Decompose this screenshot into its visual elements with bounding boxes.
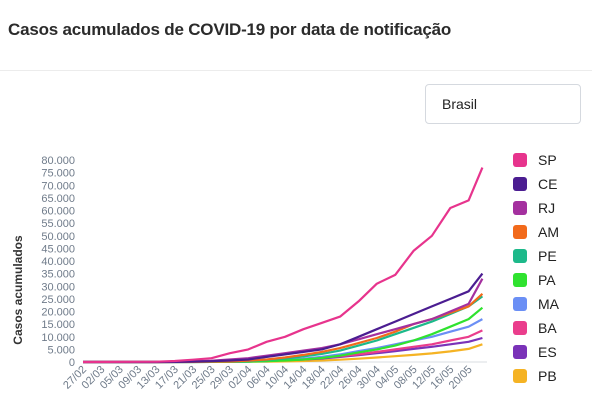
y-tick-label: 0 xyxy=(69,357,75,369)
y-axis-label: Casos acumulados xyxy=(11,235,25,345)
legend-label: AM xyxy=(538,224,559,240)
region-select-value: Brasil xyxy=(442,96,478,112)
series-lines xyxy=(82,167,484,364)
legend-swatch xyxy=(513,321,527,335)
y-tick-label: 60.000 xyxy=(41,206,75,218)
y-tick-label: 80.000 xyxy=(41,155,75,167)
y-tick-label: 20.000 xyxy=(41,307,75,319)
legend-label: PB xyxy=(538,368,557,384)
legend-item-am[interactable]: AM xyxy=(513,222,583,246)
header-divider xyxy=(0,70,592,71)
chart-legend: SP CE RJ AM PE PA MA BA ES PB xyxy=(513,150,583,390)
legend-swatch xyxy=(513,297,527,311)
y-tick-label: 10.000 xyxy=(41,332,75,344)
series-line-pe[interactable] xyxy=(83,295,484,364)
series-line-am[interactable] xyxy=(83,292,484,364)
y-tick-label: 5.000 xyxy=(47,344,75,356)
legend-swatch xyxy=(513,345,527,359)
y-tick-label: 55.000 xyxy=(41,218,75,230)
y-tick-label: 25.000 xyxy=(41,294,75,306)
legend-item-es[interactable]: ES xyxy=(513,342,583,366)
legend-swatch xyxy=(513,249,527,263)
y-tick-label: 35.000 xyxy=(41,269,75,281)
legend-label: SP xyxy=(538,152,557,168)
page-title: Casos acumulados de COVID-19 por data de… xyxy=(8,20,452,39)
series-line-ce[interactable] xyxy=(83,272,484,364)
legend-item-pb[interactable]: PB xyxy=(513,366,583,390)
legend-swatch xyxy=(513,273,527,287)
legend-swatch xyxy=(513,201,527,215)
y-tick-label: 70.000 xyxy=(41,180,75,192)
y-tick-label: 30.000 xyxy=(41,281,75,293)
legend-swatch xyxy=(513,153,527,167)
legend-label: MA xyxy=(538,296,559,312)
y-tick-label: 75.000 xyxy=(41,168,75,180)
legend-item-rj[interactable]: RJ xyxy=(513,198,583,222)
legend-item-ba[interactable]: BA xyxy=(513,318,583,342)
series-line-sp[interactable] xyxy=(82,167,484,364)
cases-line-chart: 05.00010.00015.00020.00025.00030.00035.0… xyxy=(11,155,487,392)
y-tick-label: 40.000 xyxy=(41,256,75,268)
legend-item-sp[interactable]: SP xyxy=(513,150,583,174)
legend-item-pe[interactable]: PE xyxy=(513,246,583,270)
legend-item-ma[interactable]: MA xyxy=(513,294,583,318)
series-line-rj[interactable] xyxy=(83,278,484,364)
y-axis: 05.00010.00015.00020.00025.00030.00035.0… xyxy=(41,155,75,369)
legend-label: PA xyxy=(538,272,556,288)
legend-item-ce[interactable]: CE xyxy=(513,174,583,198)
legend-label: ES xyxy=(538,344,557,360)
legend-item-pa[interactable]: PA xyxy=(513,270,583,294)
legend-swatch xyxy=(513,369,527,383)
legend-swatch xyxy=(513,225,527,239)
y-tick-label: 65.000 xyxy=(41,193,75,205)
y-tick-label: 50.000 xyxy=(41,231,75,243)
region-select[interactable]: Brasil xyxy=(425,84,581,124)
y-tick-label: 45.000 xyxy=(41,243,75,255)
legend-label: CE xyxy=(538,176,558,192)
legend-swatch xyxy=(513,177,527,191)
x-axis: 27/0202/0305/0309/0313/0317/0321/0325/03… xyxy=(61,361,487,392)
legend-label: BA xyxy=(538,320,557,336)
y-tick-label: 15.000 xyxy=(41,319,75,331)
legend-label: RJ xyxy=(538,200,556,216)
legend-label: PE xyxy=(538,248,557,264)
